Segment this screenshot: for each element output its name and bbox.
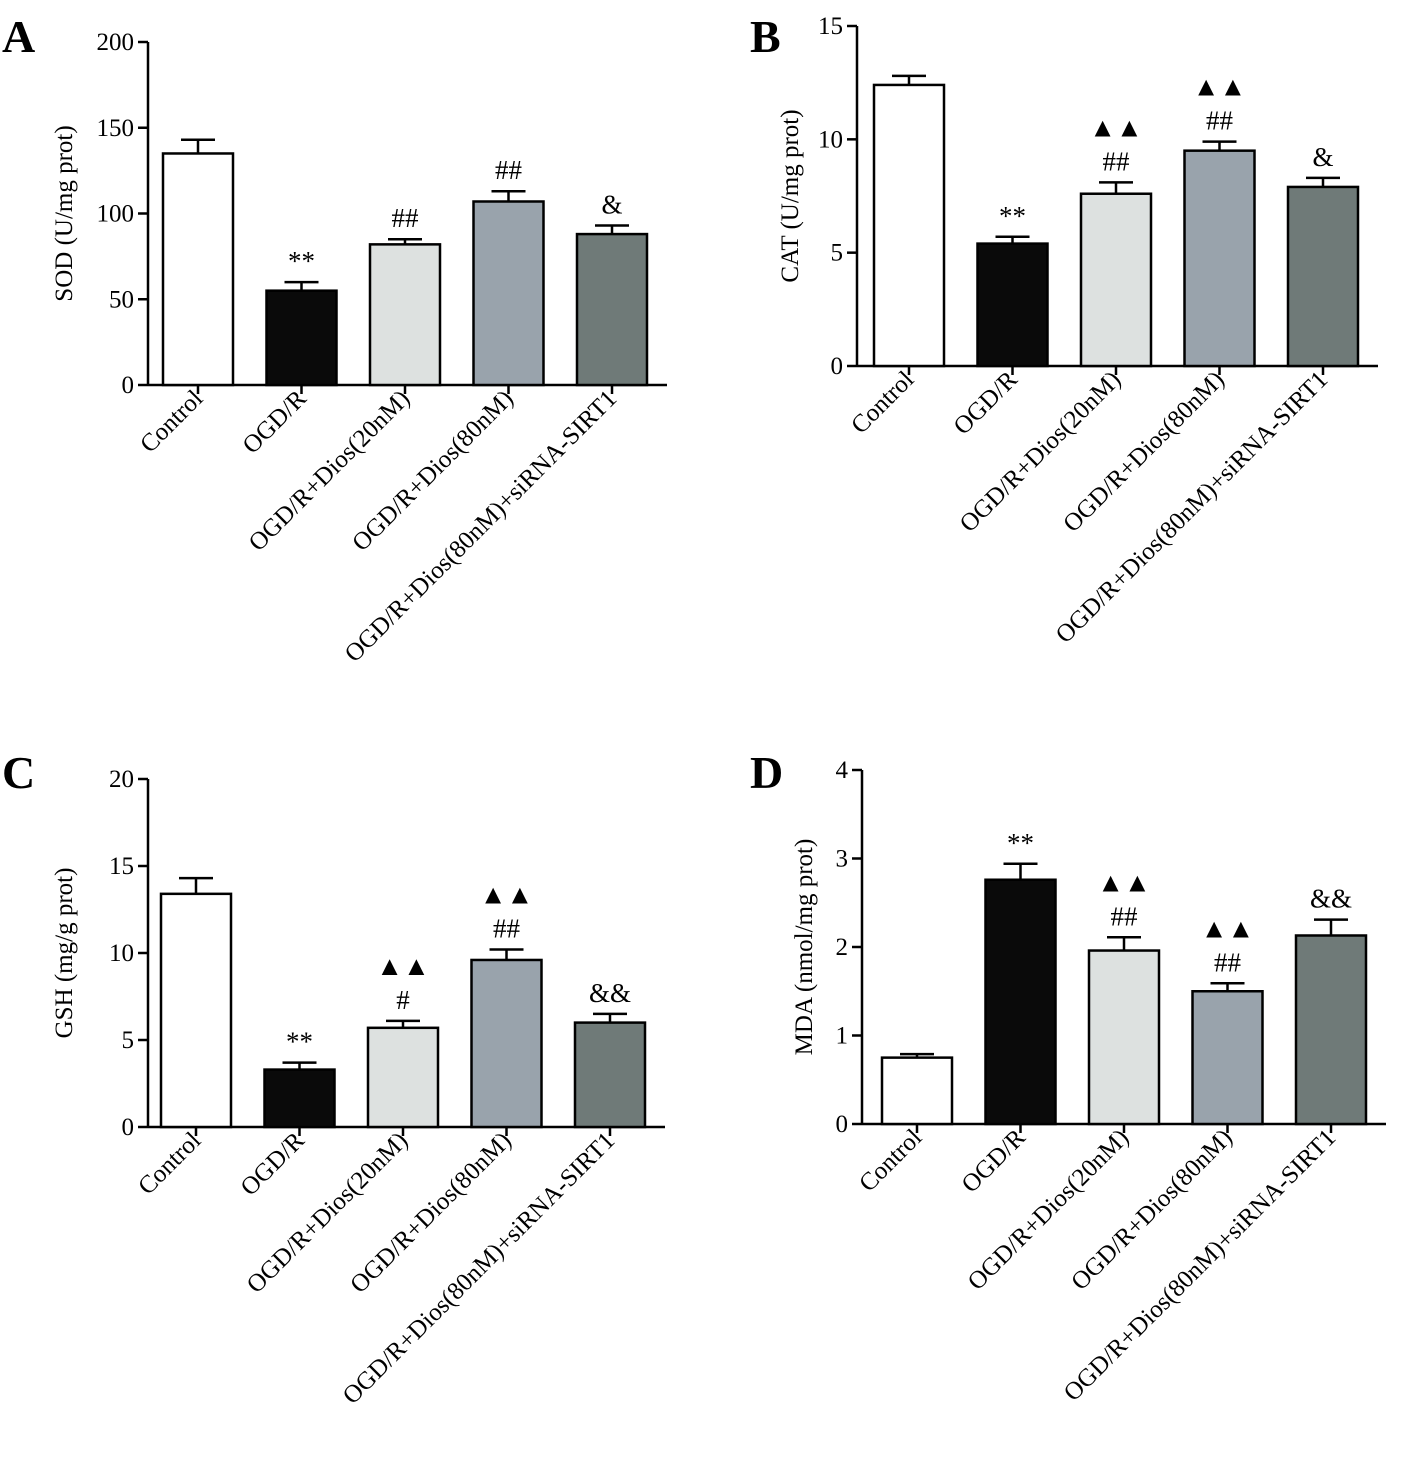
y-tick-label: 15	[109, 853, 134, 880]
bar	[575, 232, 649, 387]
bar	[976, 242, 1049, 368]
y-tick-label: 10	[818, 126, 843, 153]
y-tick-label: 3	[836, 846, 849, 873]
y-tick-label: 5	[831, 240, 844, 267]
bar	[159, 892, 233, 1129]
y-tick-label: 2	[836, 934, 849, 961]
bar	[470, 958, 543, 1129]
y-tick-label: 0	[831, 353, 844, 380]
panel-letter: A	[2, 11, 35, 62]
significance-label: ▲▲	[1097, 867, 1150, 897]
significance-label: **	[286, 1027, 313, 1057]
significance-label: ##	[493, 914, 521, 944]
bar	[1183, 149, 1256, 368]
category-label: Control	[854, 1124, 927, 1197]
bar	[472, 200, 545, 387]
y-tick-label: 100	[97, 201, 135, 228]
chart-panel-a: A 0 50 100 150 200 SOD (U/mg prot) Control OGD/R…	[2, 11, 667, 668]
significance-label: **	[288, 246, 315, 276]
significance-label: &	[1312, 142, 1333, 172]
significance-label: &&	[589, 978, 631, 1008]
bar	[1079, 192, 1153, 368]
y-tick-label: 5	[122, 1027, 135, 1054]
y-axis-title: GSH (mg/g prot)	[51, 868, 78, 1039]
bar	[1294, 934, 1368, 1126]
category-label: Control	[846, 366, 919, 439]
bar	[1286, 185, 1360, 368]
panel-letter: B	[750, 11, 781, 62]
y-tick-label: 15	[818, 13, 843, 40]
category-label: Control	[135, 385, 208, 458]
y-axis-title: SOD (U/mg prot)	[51, 125, 78, 301]
bar	[265, 289, 338, 387]
significance-label: ▲▲	[1089, 112, 1142, 142]
bar	[880, 1056, 954, 1126]
significance-label: ▲▲	[1193, 72, 1246, 102]
y-axis-title: CAT (U/mg prot)	[777, 109, 804, 282]
bar	[263, 1068, 336, 1129]
panel-letter: D	[750, 747, 783, 798]
significance-label: ##	[495, 155, 523, 185]
y-tick-label: 150	[97, 115, 135, 142]
bar	[1087, 949, 1161, 1126]
significance-label: **	[1007, 828, 1034, 858]
category-label: OGD/R	[957, 1124, 1031, 1198]
significance-label: ##	[1214, 947, 1242, 977]
y-tick-label: 0	[122, 372, 135, 399]
significance-label: #	[396, 985, 410, 1015]
significance-label: &&	[1310, 884, 1352, 914]
bar	[872, 83, 946, 368]
significance-label: ▲▲	[376, 951, 429, 981]
significance-label: ▲▲	[480, 880, 533, 910]
bar	[573, 1021, 647, 1129]
y-tick-label: 0	[122, 1114, 135, 1141]
significance-label: &	[601, 190, 622, 220]
significance-label: ##	[392, 203, 420, 233]
y-tick-label: 1	[836, 1023, 849, 1050]
y-tick-label: 4	[836, 757, 849, 784]
y-axis-title: MDA (nmol/mg prot)	[791, 839, 818, 1056]
significance-label: ▲▲	[1201, 913, 1254, 943]
significance-label: ##	[1206, 106, 1234, 136]
y-tick-label: 10	[109, 940, 134, 967]
category-label: OGD/R	[236, 1127, 310, 1201]
y-tick-label: 0	[836, 1111, 849, 1138]
y-tick-label: 200	[97, 29, 135, 56]
bar	[368, 243, 442, 387]
significance-label: ##	[1111, 901, 1139, 931]
bar	[984, 878, 1057, 1126]
significance-label: ##	[1103, 146, 1131, 176]
category-label: OGD/R	[238, 385, 312, 459]
panel-letter: C	[2, 747, 35, 798]
bar	[366, 1026, 440, 1129]
bar	[1191, 990, 1264, 1126]
category-label: OGD/R	[949, 366, 1023, 440]
bar	[161, 152, 235, 387]
y-tick-label: 50	[109, 286, 134, 313]
significance-label: **	[999, 201, 1026, 231]
category-label: Control	[133, 1127, 206, 1200]
y-tick-label: 20	[109, 766, 134, 793]
